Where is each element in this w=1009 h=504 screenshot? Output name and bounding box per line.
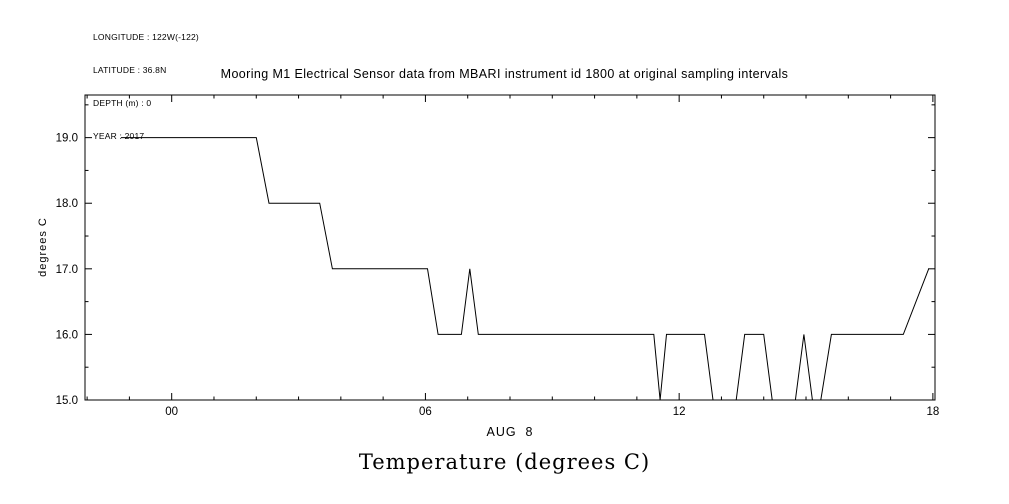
y-axis-label: degrees C	[37, 217, 49, 277]
plot-box	[84, 94, 936, 401]
chart-title: Mooring M1 Electrical Sensor data from M…	[220, 67, 789, 81]
y-tick-label: 18.0	[56, 198, 78, 210]
y-tick-label: 16.0	[56, 329, 78, 341]
longitude-label: LONGITUDE : 122W(-122)	[93, 32, 199, 42]
latitude-label: LATITUDE : 36.8N	[93, 65, 167, 75]
temperature-line	[120, 137, 930, 401]
x-tick-label: 00	[165, 406, 178, 418]
y-tick-label: 15.0	[56, 395, 78, 407]
depth-label: DEPTH (m) : 0	[93, 98, 152, 108]
x-axis-date-label: AUG 8	[486, 425, 534, 439]
y-tick-label: 19.0	[56, 133, 78, 145]
metadata-block: LONGITUDE : 122W(-122) LATITUDE : 36.8N …	[93, 10, 199, 164]
x-tick-label: 12	[673, 406, 686, 418]
y-tick-label: 17.0	[56, 264, 78, 276]
year-label: YEAR : 2017	[93, 131, 145, 141]
chart-caption: Temperature (degrees C)	[358, 450, 651, 474]
x-tick-label: 06	[419, 406, 432, 418]
x-tick-label: 18	[926, 406, 939, 418]
